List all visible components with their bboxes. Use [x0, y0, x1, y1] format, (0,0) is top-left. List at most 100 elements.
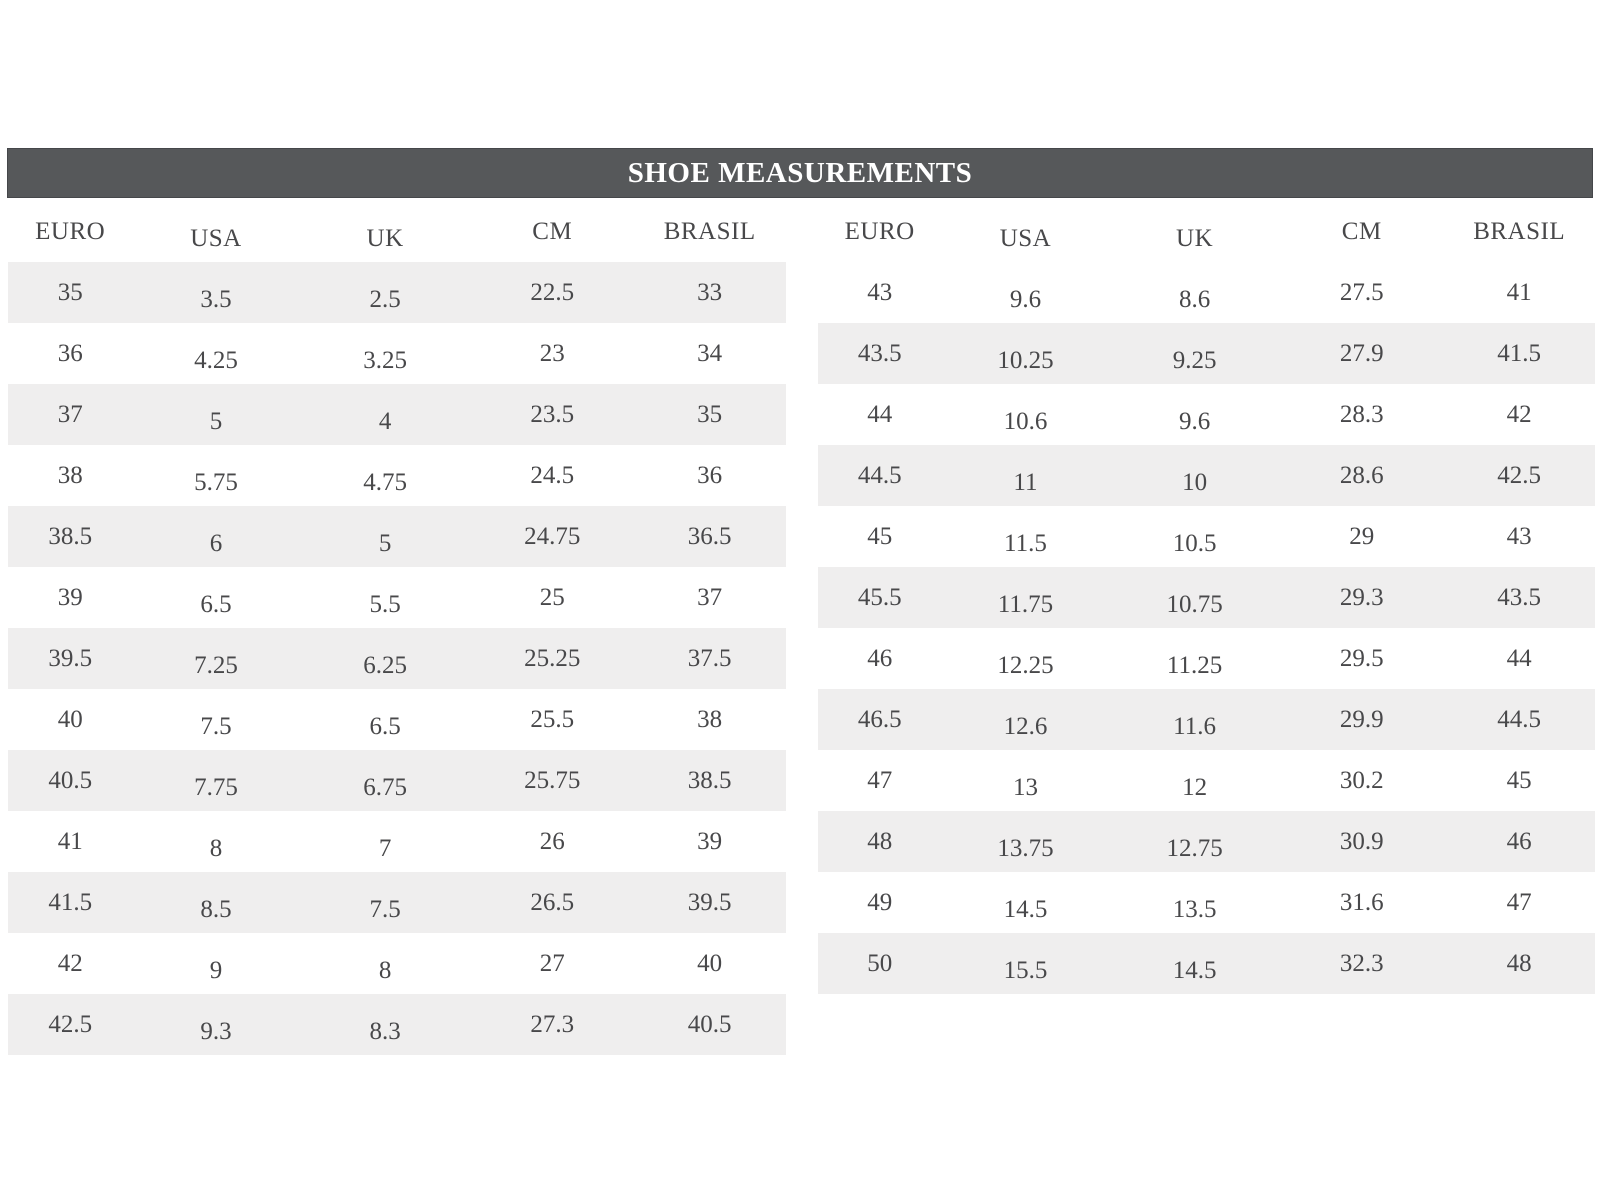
table-cell: 5.5: [369, 591, 401, 618]
table-cell: 10.6: [1003, 408, 1048, 435]
table-cell: 23.5: [530, 401, 575, 428]
table-cell: 41.5: [48, 889, 93, 916]
table-cell: 44: [867, 401, 893, 428]
table-row: 39 6.5 5.5 25 37: [8, 567, 786, 628]
table-body-left: 35 3.5 2.5 22.5 33 36 4.25 3.25 23 34 37 5 4 23.5 35 38…: [8, 262, 786, 1055]
table-row: 44 10.6 9.6 28.3 42: [818, 384, 1596, 445]
table-row: 50 15.5 14.5 32.3 48: [817, 933, 1595, 994]
table-cell: 9.6: [1009, 286, 1042, 313]
table-cell: 46: [1506, 828, 1532, 855]
table-cell: 14.5: [1172, 957, 1217, 984]
table-cell: 5: [209, 408, 223, 435]
table-row: 35 3.5 2.5 22.5 33: [8, 262, 786, 323]
table-cell: 38.5: [687, 767, 732, 794]
table-cell: 24.5: [530, 462, 575, 489]
table-cell: 11: [1013, 469, 1038, 496]
table-cell: 40: [57, 706, 83, 733]
table-cell: 13: [1012, 774, 1038, 801]
table-cell: 41: [1506, 279, 1532, 306]
chart-title: SHOE MEASUREMENTS: [627, 156, 973, 189]
table-cell: 36: [57, 340, 83, 367]
table-row: 40 7.5 6.5 25.5 38: [8, 689, 786, 750]
table-cell: 28.6: [1339, 462, 1384, 489]
table-row: 40.5 7.75 6.75 25.75 38.5: [8, 750, 786, 811]
table-cell: 27.3: [530, 1011, 575, 1038]
table-row: 48 13.75 12.75 30.9 46: [817, 811, 1595, 872]
table-cell: 29: [1349, 523, 1375, 550]
table-cell: 45: [1506, 767, 1532, 794]
table-cell: 12.75: [1166, 835, 1223, 862]
table-cell: 6.5: [200, 591, 232, 618]
table-cell: 44.5: [1497, 706, 1542, 733]
table-cell: 23: [539, 340, 565, 367]
table-row: 43 9.6 8.6 27.5 41: [818, 262, 1596, 323]
table-cell: 4.25: [194, 347, 238, 374]
table-cell: 44: [1506, 645, 1532, 672]
table-cell: 33: [697, 279, 723, 306]
table-cell: 7.25: [194, 652, 238, 679]
table-cell: 7: [378, 835, 392, 862]
table-cell: 9.6: [1178, 408, 1211, 435]
table-cell: 29.3: [1339, 584, 1384, 611]
table-header-row-left: EURO USA UK CM BRASIL: [8, 200, 786, 262]
table-cell: 25.75: [524, 767, 581, 794]
table-cell: 41: [57, 828, 83, 855]
tables-container: EURO USA UK CM BRASIL 35 3.5 2.5 22.5 33 36 4.…: [8, 200, 1595, 1055]
table-cell: 38.5: [48, 523, 93, 550]
table-cell: 41.5: [1497, 340, 1542, 367]
table-cell: 11.5: [1004, 530, 1047, 557]
table-cell: 26.5: [530, 889, 575, 916]
table-row: 38.5 6 5 24.75 36.5: [8, 506, 786, 567]
table-cell: 37: [57, 401, 83, 428]
table-cell: 43.5: [1497, 584, 1542, 611]
table-cell: 35: [697, 401, 723, 428]
table-cell: 35: [57, 279, 83, 306]
size-table-right: EURO USA UK CM BRASIL 43 9.6 8.6 27.5 41 43.5…: [817, 200, 1596, 994]
table-row: 42 9 8 27 40: [8, 933, 786, 994]
table-cell: 11.6: [1173, 713, 1216, 740]
table-row: 36 4.25 3.25 23 34: [8, 323, 786, 384]
table-cell: 39.5: [687, 889, 732, 916]
table-cell: 11.25: [1166, 652, 1223, 679]
table-cell: 26: [539, 828, 565, 855]
table-cell: 32.3: [1339, 950, 1384, 977]
table-cell: 50: [867, 950, 893, 977]
table-cell: 25.25: [524, 645, 581, 672]
table-cell: 25.5: [530, 706, 575, 733]
table-cell: 13.75: [997, 835, 1054, 862]
table-cell: 15.5: [1003, 957, 1048, 984]
table-cell: 8.6: [1178, 286, 1211, 313]
table-cell: 22.5: [530, 279, 575, 306]
table-cell: 6.75: [363, 774, 407, 801]
table-cell: 5.75: [194, 469, 238, 496]
table-cell: 12.6: [1003, 713, 1048, 740]
column-header-usa: USA: [999, 224, 1052, 252]
column-header-cm: CM: [532, 217, 573, 245]
table-cell: 28.3: [1339, 401, 1384, 428]
table-cell: 37: [697, 584, 723, 611]
column-header-uk: UK: [366, 224, 404, 252]
table-cell: 42: [57, 950, 83, 977]
table-cell: 48: [867, 828, 893, 855]
table-row: 41 8 7 26 39: [8, 811, 786, 872]
table-row: 45.5 11.75 10.75 29.3 43.5: [817, 567, 1595, 628]
table-cell: 37.5: [687, 645, 732, 672]
table-cell: 2.5: [369, 286, 401, 313]
table-row: 47 13 12 30.2 45: [818, 750, 1596, 811]
table-cell: 36: [697, 462, 723, 489]
table-cell: 7.75: [194, 774, 238, 801]
column-header-brasil: BRASIL: [1473, 217, 1566, 245]
table-row: 46 12.25 11.25 29.5 44: [818, 628, 1596, 689]
table-cell: 9.3: [200, 1018, 232, 1045]
table-cell: 10.25: [997, 347, 1054, 374]
column-header-euro: EURO: [844, 217, 915, 245]
table-cell: 34: [697, 340, 723, 367]
table-cell: 12: [1182, 774, 1208, 801]
table-cell: 6.25: [363, 652, 407, 679]
column-header-cm: CM: [1341, 217, 1382, 245]
table-cell: 7.5: [369, 896, 401, 923]
table-cell: 9: [209, 957, 223, 984]
table-cell: 47: [867, 767, 893, 794]
table-cell: 11.75: [997, 591, 1054, 618]
